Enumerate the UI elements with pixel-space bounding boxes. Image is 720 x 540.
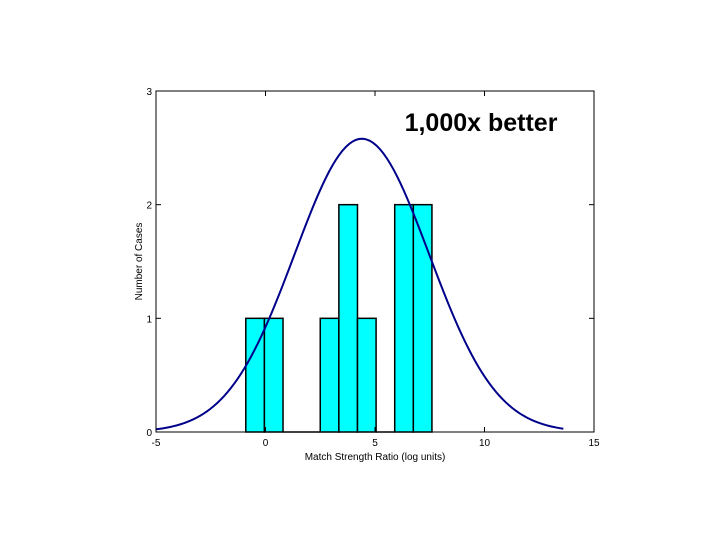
y-tick-label: 1 — [146, 314, 152, 325]
x-tick-label: 5 — [372, 438, 378, 449]
x-tick-label: 0 — [263, 438, 269, 449]
annotation-text: 1,000x better — [405, 109, 558, 137]
y-tick-label: 3 — [146, 87, 152, 98]
y-tick-label: 2 — [146, 201, 152, 212]
x-tick-label: 10 — [479, 438, 491, 449]
x-tick-label: -5 — [152, 438, 161, 449]
y-axis-label: Number of Cases — [134, 223, 145, 301]
annotation-box — [382, 104, 580, 140]
histogram-bar — [319, 317, 340, 433]
bars-group — [245, 203, 433, 433]
histogram-bar — [263, 317, 284, 433]
histogram-bar — [393, 203, 415, 433]
y-tick-label: 0 — [146, 428, 152, 439]
x-tick-label: 15 — [588, 438, 600, 449]
x-axis-label: Match Strength Ratio (log units) — [305, 452, 446, 463]
histogram-bar — [356, 317, 377, 433]
fit-curve-line — [155, 137, 564, 431]
histogram-bar — [338, 203, 359, 433]
